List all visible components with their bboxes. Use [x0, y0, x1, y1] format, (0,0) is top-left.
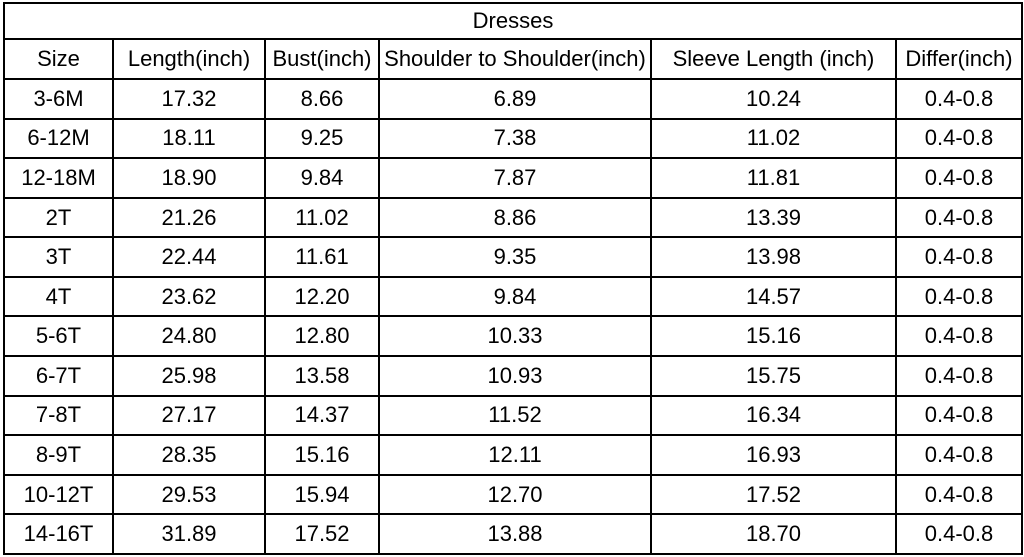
cell-size: 3T: [3, 236, 114, 278]
cell-differ: 0.4-0.8: [895, 196, 1023, 239]
cell-differ: 0.4-0.8: [895, 275, 1023, 318]
cell-size: 14-16T: [3, 513, 114, 555]
cell-bust: 11.61: [264, 236, 380, 278]
cell-sleeve: 11.81: [650, 157, 897, 199]
cell-bust: 9.25: [264, 117, 380, 160]
table-title: Dresses: [3, 2, 1023, 40]
column-header-shoulder: Shoulder to Shoulder(inch): [378, 38, 652, 80]
column-header-bust: Bust(inch): [264, 38, 380, 80]
cell-length: 18.90: [112, 157, 266, 199]
cell-size: 2T: [3, 196, 114, 239]
cell-length: 25.98: [112, 355, 266, 397]
column-header-sleeve: Sleeve Length (inch): [650, 38, 897, 80]
cell-size: 5-6T: [3, 315, 114, 358]
cell-length: 23.62: [112, 275, 266, 318]
cell-length: 18.11: [112, 117, 266, 160]
table-row: 5-6T 24.80 12.80 10.33 15.16 0.4-0.8: [3, 315, 1023, 358]
cell-sleeve: 11.02: [650, 117, 897, 160]
table-row: 2T 21.26 11.02 8.86 13.39 0.4-0.8: [3, 196, 1023, 239]
table-row: 8-9T 28.35 15.16 12.11 16.93 0.4-0.8: [3, 434, 1023, 476]
cell-shoulder: 12.11: [378, 434, 652, 476]
table-header-row: Size Length(inch) Bust(inch) Shoulder to…: [3, 38, 1023, 80]
cell-differ: 0.4-0.8: [895, 355, 1023, 397]
cell-differ: 0.4-0.8: [895, 513, 1023, 555]
cell-shoulder: 9.84: [378, 275, 652, 318]
cell-shoulder: 13.88: [378, 513, 652, 555]
table-row: 6-7T 25.98 13.58 10.93 15.75 0.4-0.8: [3, 355, 1023, 397]
cell-shoulder: 7.38: [378, 117, 652, 160]
cell-sleeve: 15.75: [650, 355, 897, 397]
cell-size: 8-9T: [3, 434, 114, 476]
cell-sleeve: 16.34: [650, 394, 897, 437]
cell-length: 29.53: [112, 473, 266, 516]
cell-shoulder: 9.35: [378, 236, 652, 278]
cell-length: 31.89: [112, 513, 266, 555]
cell-sleeve: 16.93: [650, 434, 897, 476]
table-row: 6-12M 18.11 9.25 7.38 11.02 0.4-0.8: [3, 117, 1023, 160]
cell-bust: 12.80: [264, 315, 380, 358]
cell-bust: 13.58: [264, 355, 380, 397]
table-row: 4T 23.62 12.20 9.84 14.57 0.4-0.8: [3, 275, 1023, 318]
cell-differ: 0.4-0.8: [895, 117, 1023, 160]
cell-sleeve: 17.52: [650, 473, 897, 516]
cell-sleeve: 14.57: [650, 275, 897, 318]
cell-length: 24.80: [112, 315, 266, 358]
cell-bust: 17.52: [264, 513, 380, 555]
cell-sleeve: 13.39: [650, 196, 897, 239]
cell-bust: 14.37: [264, 394, 380, 437]
cell-bust: 11.02: [264, 196, 380, 239]
table-row: 14-16T 31.89 17.52 13.88 18.70 0.4-0.8: [3, 513, 1023, 555]
cell-differ: 0.4-0.8: [895, 157, 1023, 199]
cell-length: 22.44: [112, 236, 266, 278]
cell-differ: 0.4-0.8: [895, 473, 1023, 516]
cell-bust: 15.16: [264, 434, 380, 476]
cell-size: 3-6M: [3, 78, 114, 120]
cell-size: 6-12M: [3, 117, 114, 160]
cell-size: 7-8T: [3, 394, 114, 437]
table-row: 12-18M 18.90 9.84 7.87 11.81 0.4-0.8: [3, 157, 1023, 199]
cell-sleeve: 18.70: [650, 513, 897, 555]
cell-sleeve: 15.16: [650, 315, 897, 358]
cell-sleeve: 10.24: [650, 78, 897, 120]
cell-shoulder: 10.33: [378, 315, 652, 358]
cell-size: 12-18M: [3, 157, 114, 199]
size-chart-table: Dresses Size Length(inch) Bust(inch) Sho…: [3, 2, 1023, 555]
table-row: 3T 22.44 11.61 9.35 13.98 0.4-0.8: [3, 236, 1023, 278]
cell-length: 28.35: [112, 434, 266, 476]
table-row: 7-8T 27.17 14.37 11.52 16.34 0.4-0.8: [3, 394, 1023, 437]
cell-differ: 0.4-0.8: [895, 434, 1023, 476]
cell-bust: 9.84: [264, 157, 380, 199]
table-row: 10-12T 29.53 15.94 12.70 17.52 0.4-0.8: [3, 473, 1023, 516]
cell-shoulder: 6.89: [378, 78, 652, 120]
cell-size: 4T: [3, 275, 114, 318]
cell-bust: 12.20: [264, 275, 380, 318]
column-header-length: Length(inch): [112, 38, 266, 80]
cell-length: 27.17: [112, 394, 266, 437]
cell-bust: 8.66: [264, 78, 380, 120]
cell-size: 10-12T: [3, 473, 114, 516]
table-row: 3-6M 17.32 8.66 6.89 10.24 0.4-0.8: [3, 78, 1023, 120]
cell-length: 17.32: [112, 78, 266, 120]
cell-differ: 0.4-0.8: [895, 78, 1023, 120]
cell-length: 21.26: [112, 196, 266, 239]
table-title-row: Dresses: [3, 2, 1023, 40]
cell-shoulder: 8.86: [378, 196, 652, 239]
cell-bust: 15.94: [264, 473, 380, 516]
cell-shoulder: 11.52: [378, 394, 652, 437]
cell-differ: 0.4-0.8: [895, 394, 1023, 437]
cell-shoulder: 7.87: [378, 157, 652, 199]
cell-differ: 0.4-0.8: [895, 315, 1023, 358]
column-header-size: Size: [3, 38, 114, 80]
cell-differ: 0.4-0.8: [895, 236, 1023, 278]
cell-shoulder: 12.70: [378, 473, 652, 516]
column-header-differ: Differ(inch): [895, 38, 1023, 80]
cell-sleeve: 13.98: [650, 236, 897, 278]
cell-size: 6-7T: [3, 355, 114, 397]
cell-shoulder: 10.93: [378, 355, 652, 397]
